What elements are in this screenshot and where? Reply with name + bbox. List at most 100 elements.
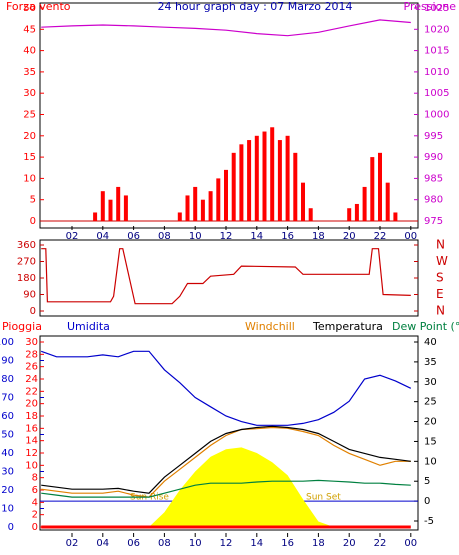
x-tick-label: 16 <box>281 538 294 549</box>
x-tick-label: 08 <box>158 231 171 242</box>
wind-bar <box>208 191 213 221</box>
y3ticks-label: 12 <box>25 448 38 459</box>
yticks-label: 15 <box>23 152 36 163</box>
pressure-label: Pressione <box>404 0 457 13</box>
x-tick-label: 20 <box>343 231 356 242</box>
x-tick-label: 16 <box>281 231 294 242</box>
wind-label: Forza vento <box>6 0 71 13</box>
wind-bar <box>108 199 113 221</box>
y2ticks-label: 5 <box>424 476 430 487</box>
y3ticks-label: 26 <box>25 362 38 373</box>
yticks-label: 80 <box>1 374 14 385</box>
wind-bar <box>277 140 282 221</box>
x-tick-label: 00 <box>404 538 417 549</box>
y3ticks-label: 0 <box>32 522 38 533</box>
y2ticks-label: N <box>436 304 445 318</box>
wind-bar <box>378 152 382 221</box>
y3ticks-label: 28 <box>25 349 38 360</box>
wind-bar <box>362 186 367 221</box>
y2ticks-label: E <box>436 287 444 301</box>
yticks-label: 90 <box>1 356 14 367</box>
y2ticks-label: 975 <box>424 216 443 227</box>
legend-label: Umidita <box>67 320 110 333</box>
chart-title: 24 hour graph day : 07 Marzo 2014 <box>157 0 352 13</box>
yticks-label: 60 <box>1 411 14 422</box>
y2ticks-label: 10 <box>424 456 437 467</box>
y2ticks-label: -5 <box>424 516 434 527</box>
series-line <box>40 350 412 426</box>
y3ticks-label: 6 <box>32 485 38 496</box>
y2ticks-label: N <box>436 238 445 252</box>
yticks-label: 20 <box>23 131 36 142</box>
wind-bar <box>385 182 390 221</box>
series-line <box>41 426 411 498</box>
x-tick-label: 02 <box>66 538 79 549</box>
yticks-label: 5 <box>30 195 36 206</box>
yticks-label: 35 <box>23 67 36 78</box>
yticks-label: 30 <box>1 467 14 478</box>
wind-bar <box>308 208 313 221</box>
x-tick-label: 04 <box>96 231 109 242</box>
wind-bar <box>224 169 228 221</box>
yticks-label: 10 <box>23 173 36 184</box>
yticks-label: 0 <box>30 306 36 317</box>
yticks-label: 40 <box>1 448 14 459</box>
series-line <box>41 479 411 498</box>
wind-bar <box>262 131 267 221</box>
y2ticks-label: 985 <box>424 173 443 184</box>
y2ticks-label: 0 <box>424 496 430 507</box>
wind-bar <box>293 152 298 221</box>
yticks-label: 45 <box>23 24 36 35</box>
yticks-label: 270 <box>17 257 36 268</box>
y2ticks-label: 40 <box>424 337 437 348</box>
pressure-line <box>41 19 411 37</box>
y3ticks-label: 8 <box>32 473 38 484</box>
wind-bar <box>254 135 259 221</box>
y2ticks-label: 1015 <box>424 46 449 57</box>
wind-bar <box>285 135 290 221</box>
yticks-label: 10 <box>1 504 14 515</box>
y2ticks-label: 980 <box>424 195 443 206</box>
x-tick-label: 02 <box>66 231 79 242</box>
wind-bar <box>354 203 359 221</box>
y2ticks-label: 1025 <box>424 3 449 14</box>
x-tick-label: 12 <box>220 538 233 549</box>
x-tick-label: 08 <box>158 538 171 549</box>
yticks-label: 0 <box>30 216 36 227</box>
y3ticks-label: 20 <box>25 399 38 410</box>
y3ticks-label: 30 <box>25 337 38 348</box>
y2ticks-label: 990 <box>424 152 443 163</box>
wind-bar <box>93 212 98 221</box>
yticks-label: 100 <box>0 337 14 348</box>
wind-bar <box>200 199 205 221</box>
x-tick-label: 14 <box>250 231 263 242</box>
y2ticks-label: 1005 <box>424 88 449 99</box>
direction-line <box>41 248 411 305</box>
y2ticks-label: 1010 <box>424 67 449 78</box>
x-tick-label: 22 <box>374 231 387 242</box>
x-tick-label: 14 <box>250 538 263 549</box>
y2ticks-label: 25 <box>424 397 437 408</box>
x-tick-label: 20 <box>343 538 356 549</box>
panel-wind <box>39 2 419 229</box>
yticks-label: 30 <box>23 88 36 99</box>
yticks-label: 90 <box>23 290 36 301</box>
y3ticks-label: 22 <box>25 386 38 397</box>
x-tick-label: 10 <box>189 538 202 549</box>
yticks-label: 50 <box>23 3 36 14</box>
sun-area <box>41 447 411 527</box>
x-tick-label: 12 <box>220 231 233 242</box>
yticks-label: 70 <box>1 393 14 404</box>
yticks-label: 20 <box>1 485 14 496</box>
wind-bar <box>270 127 275 221</box>
x-tick-label: 10 <box>189 231 202 242</box>
y2ticks-label: W <box>436 254 448 268</box>
wind-bar <box>177 212 182 221</box>
y3ticks-label: 4 <box>32 497 38 508</box>
yticks-label: 25 <box>23 110 36 121</box>
legend-label: Pioggia <box>2 320 42 333</box>
y2ticks-label: 995 <box>424 131 443 142</box>
yticks-label: 360 <box>17 240 36 251</box>
wind-bar <box>185 195 190 221</box>
